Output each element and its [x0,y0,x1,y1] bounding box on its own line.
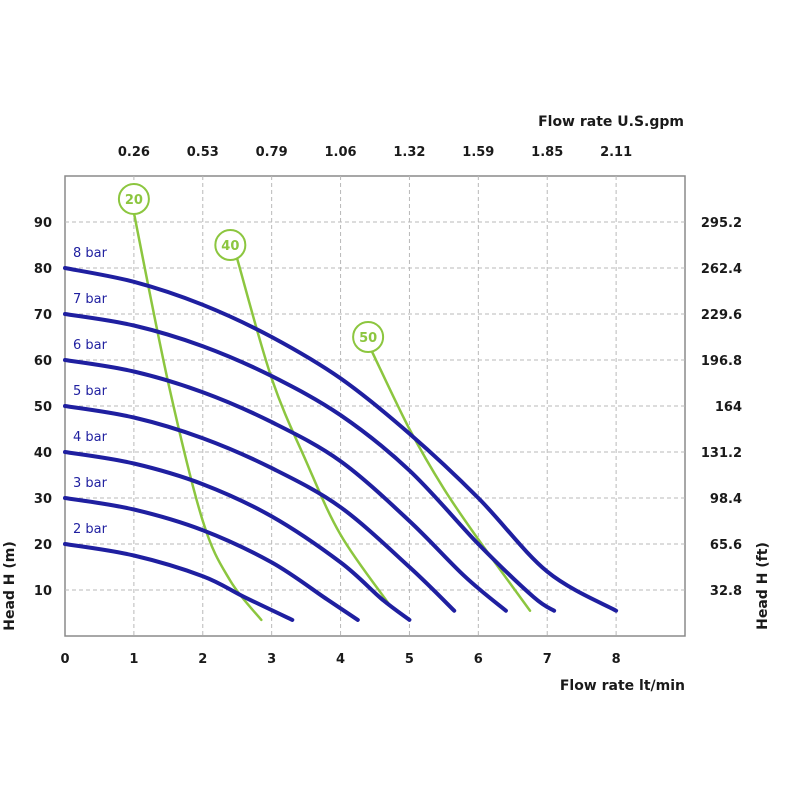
x-tick-top: 0.79 [256,145,288,160]
x-tick-top: 1.59 [462,145,494,160]
y-tick-right: 131.2 [701,446,742,461]
air-consumption-label: 20 [125,193,143,208]
pressure-curve [63,542,295,622]
air-consumption-badge [214,229,247,261]
x-tick-top: 1.06 [325,145,357,160]
pressure-curve [63,266,619,613]
y-tick-right: 262.4 [701,262,742,277]
y-axis-right-label: Head H (ft) [755,542,771,630]
y-tick-right: 295.2 [701,216,742,231]
pressure-curve [63,404,457,613]
pressure-curve-label: 6 bar [73,338,108,353]
y-tick-left: 80 [34,262,52,277]
x-tick-top: 1.85 [531,145,563,160]
pressure-curve-label: 4 bar [73,430,108,445]
pressure-curve-label: 7 bar [73,292,108,307]
x-tick-bottom: 6 [474,652,483,667]
x-tick-bottom: 5 [405,652,414,667]
air-consumption-label: 50 [359,331,377,346]
air-consumption-line [132,211,263,622]
air-consumption-badge [352,321,385,353]
pressure-curves [63,266,619,622]
pressure-curve-label: 8 bar [73,246,108,261]
y-tick-right: 164 [715,400,742,415]
x-axis-bottom-label: Flow rate lt/min [560,678,685,694]
x-tick-bottom: 2 [198,652,207,667]
y-tick-left: 10 [34,584,52,599]
x-axis-top-label: Flow rate U.S.gpm [538,114,684,130]
y-tick-left: 90 [34,216,52,231]
axis-ticks: 0 1 2 3 4 5 6 7 8 0.26 0.53 0.79 1.06 1.32 1.59 1.85 2.1… [34,145,742,667]
x-tick-top: 2.11 [600,145,632,160]
y-tick-left: 50 [34,400,52,415]
pressure-labels: 2 bar 3 bar 4 bar 5 bar 6 bar 7 bar 8 bar [73,246,108,537]
x-tick-top: 0.53 [187,145,219,160]
y-tick-right: 196.8 [701,354,742,369]
pressure-curve-label: 2 bar [73,522,108,537]
air-consumption-badge [117,183,150,215]
x-tick-bottom: 7 [543,652,552,667]
y-tick-right: 98.4 [710,492,742,507]
pressure-curve [63,358,508,613]
y-tick-left: 30 [34,492,52,507]
pressure-curve [63,312,557,613]
y-tick-left: 70 [34,308,52,323]
x-tick-bottom: 1 [129,652,138,667]
y-axis-left-label: Head H (m) [2,541,18,631]
pressure-curve [63,496,360,622]
x-tick-bottom: 0 [60,652,69,667]
x-tick-bottom: 4 [336,652,345,667]
pressure-curve [63,450,412,622]
x-tick-top: 1.32 [393,145,425,160]
x-tick-top: 0.26 [118,145,150,160]
y-tick-left: 20 [34,538,52,553]
pressure-curve-label: 3 bar [73,476,108,491]
pressure-curve-label: 5 bar [73,384,108,399]
x-tick-bottom: 3 [267,652,276,667]
air-consumption-label: 40 [221,239,239,254]
y-tick-right: 229.6 [701,308,742,323]
x-tick-bottom: 8 [612,652,621,667]
y-tick-left: 60 [34,354,52,369]
air-consumption-badges: 20 40 50 [117,183,385,353]
y-tick-right: 65.6 [710,538,742,553]
y-tick-left: 40 [34,446,52,461]
y-tick-right: 32.8 [710,584,742,599]
